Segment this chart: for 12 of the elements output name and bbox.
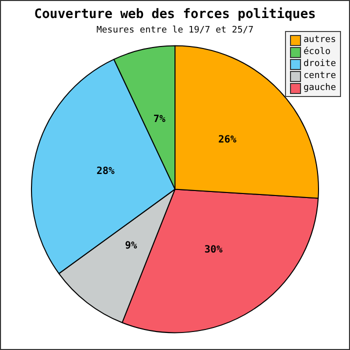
data-label: 9%: [125, 240, 138, 252]
data-label: 7%: [153, 114, 166, 125]
legend-label: écolo: [303, 47, 331, 57]
legend-label: gauche: [303, 83, 336, 93]
legend-label: centre: [303, 71, 336, 81]
data-label: 26%: [218, 134, 236, 146]
chart-title: Couverture web des forces politiques: [34, 7, 316, 22]
legend-label: autres: [303, 35, 336, 45]
legend-label: droite: [303, 59, 336, 69]
chart-subtitle: Mesures entre le 19/7 et 25/7: [96, 25, 254, 36]
data-label: 30%: [204, 244, 222, 256]
data-label: 28%: [96, 166, 115, 177]
